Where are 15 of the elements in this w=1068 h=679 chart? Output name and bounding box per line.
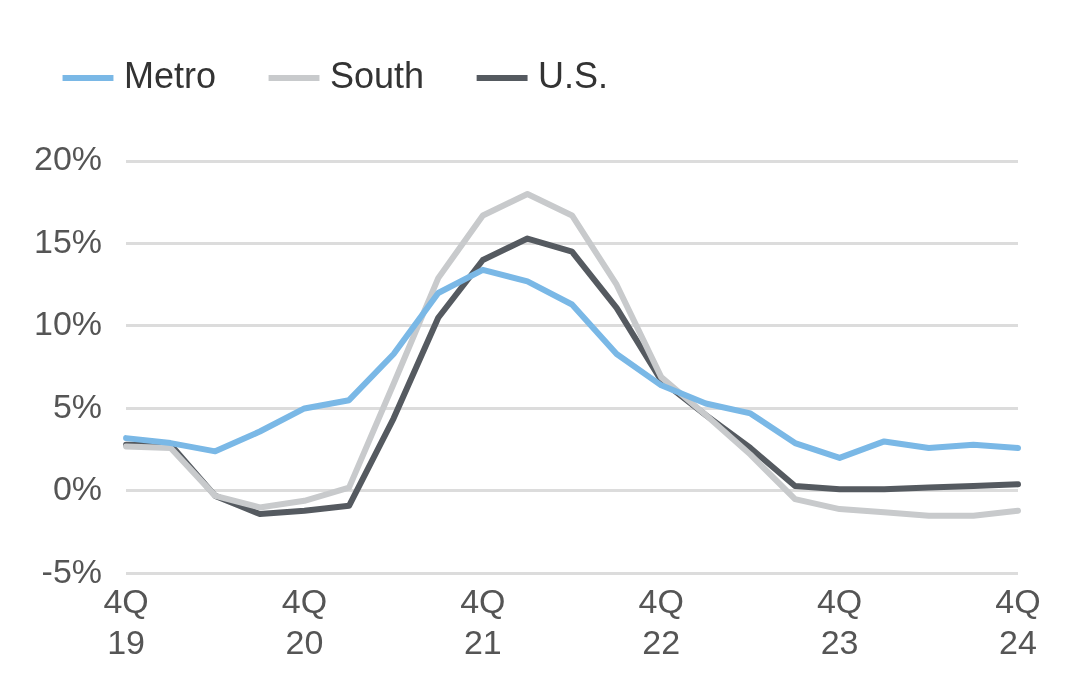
y-tick-label: 20% [33, 139, 103, 178]
y-tick-label: 5% [52, 386, 103, 425]
legend-label: South [330, 54, 425, 96]
x-tick-label: 4Q 20 [281, 582, 328, 661]
legend-label: U.S. [538, 54, 609, 96]
y-tick-label: 0% [52, 469, 103, 508]
y-tick-label: 15% [33, 221, 103, 260]
x-tick-label: 4Q 24 [995, 582, 1041, 661]
x-tick-label: 4Q 19 [103, 582, 149, 661]
legend-label: Metro [124, 54, 217, 96]
x-tick-label: 4Q 23 [816, 582, 863, 661]
x-tick-label: 4Q 21 [460, 582, 506, 661]
y-tick-label: 10% [33, 304, 103, 343]
y-tick-label: -5% [41, 551, 103, 590]
x-tick-label: 4Q 22 [638, 582, 684, 661]
